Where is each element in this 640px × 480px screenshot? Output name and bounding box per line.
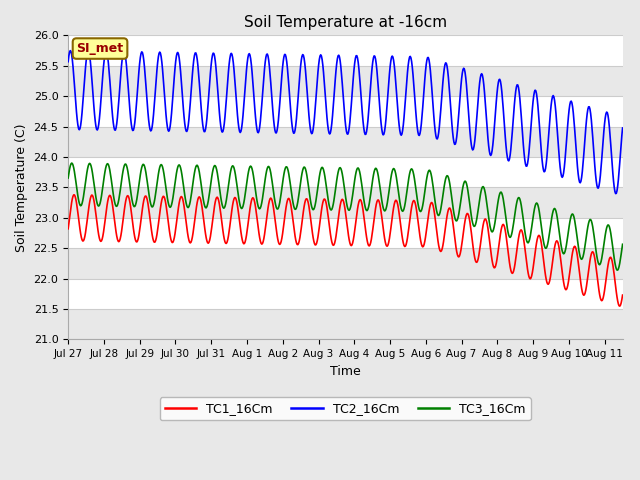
Text: SI_met: SI_met [76,42,124,55]
TC1_16Cm [401,243,409,249]
TC3_16Cm [401,199,409,205]
TC1_16Cm [486,236,493,242]
TC2_16Cm [387,58,395,64]
TC3_16Cm [418,206,426,212]
TC2_16Cm [418,113,426,119]
TC2_16Cm [401,97,409,103]
TC2_16Cm [612,191,620,196]
TC1_16Cm [542,276,550,282]
TC1_16Cm [418,243,426,249]
Line: TC1_16Cm: TC1_16Cm [68,195,623,306]
TC1_16Cm [99,233,107,239]
Line: TC2_16Cm: TC2_16Cm [68,50,623,193]
TC1_16Cm [70,192,77,198]
TC3_16Cm [387,176,395,181]
Line: TC3_16Cm: TC3_16Cm [68,163,623,270]
Legend: TC1_16Cm, TC2_16Cm, TC3_16Cm: TC1_16Cm, TC2_16Cm, TC3_16Cm [160,397,531,420]
TC2_16Cm [64,59,72,65]
Bar [68,309,623,339]
TC2_16Cm [486,148,493,154]
TC1_16Cm [616,303,623,309]
TC3_16Cm [619,241,627,247]
Bar [68,248,623,278]
TC2_16Cm [619,125,627,131]
TC2_16Cm [67,48,74,53]
TC3_16Cm [486,219,493,225]
TC3_16Cm [68,160,76,166]
TC1_16Cm [64,226,72,232]
TC3_16Cm [64,175,72,181]
TC2_16Cm [99,72,107,77]
Title: Soil Temperature at -16cm: Soil Temperature at -16cm [244,15,447,30]
Bar [68,66,623,96]
Bar [68,127,623,157]
TC3_16Cm [542,245,550,251]
Y-axis label: Soil Temperature (C): Soil Temperature (C) [15,123,28,252]
X-axis label: Time: Time [330,365,361,378]
TC1_16Cm [387,226,395,231]
TC3_16Cm [99,184,107,190]
TC3_16Cm [613,267,621,273]
Bar [68,187,623,218]
TC2_16Cm [542,161,550,167]
TC1_16Cm [619,292,627,298]
